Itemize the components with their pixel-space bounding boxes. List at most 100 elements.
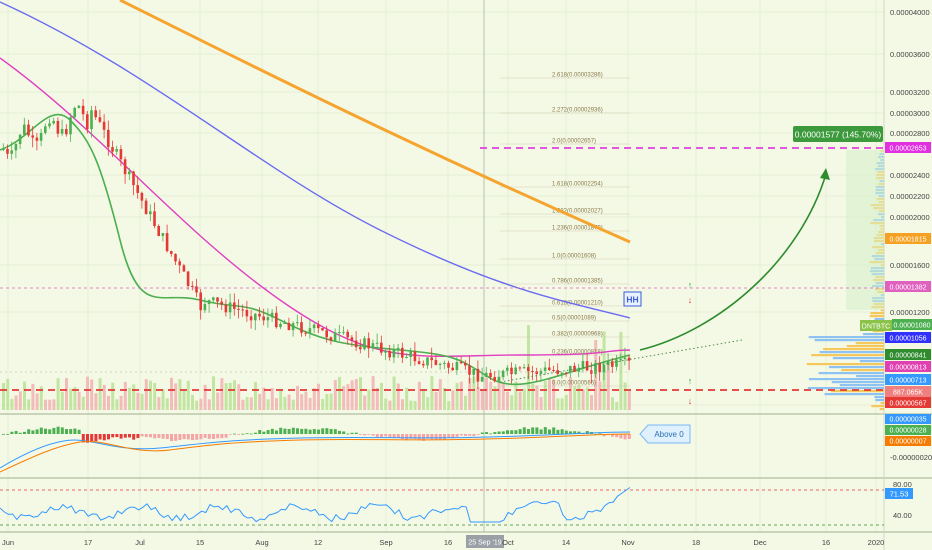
volume-bar — [413, 400, 417, 410]
price-tag-text-2: 0.00001382 — [890, 285, 927, 292]
macd-line — [0, 431, 631, 469]
macd-bar — [111, 434, 115, 438]
profile-bar — [880, 309, 884, 312]
profile-bar — [855, 342, 884, 345]
profile-bar — [831, 381, 884, 384]
target-badge — [793, 126, 883, 142]
macd-bar — [52, 427, 56, 434]
macd-bar — [367, 434, 371, 435]
volume-bar — [23, 381, 26, 410]
volume-bar — [228, 382, 232, 410]
candle-body — [501, 370, 505, 378]
candle-body — [577, 368, 580, 372]
profile-bar — [824, 393, 884, 396]
profile-bar — [879, 408, 884, 411]
volume-bar — [140, 393, 144, 410]
volume-bar — [611, 397, 614, 410]
volume-bar — [161, 389, 165, 410]
volume-bar — [304, 391, 308, 410]
candle-body — [182, 265, 186, 272]
macd-bar — [342, 431, 346, 434]
macd-bar — [585, 431, 589, 434]
candle-body — [102, 121, 106, 130]
macd-bar — [2, 433, 5, 435]
macd-bar — [371, 434, 375, 436]
volume-bar — [107, 395, 110, 410]
candle-body — [123, 159, 127, 175]
volume-bar — [342, 386, 346, 410]
macd-bar — [577, 431, 581, 434]
macd-bar — [266, 430, 270, 434]
price-tick-8: 0.00001600 — [890, 261, 930, 270]
macd-bar — [14, 431, 18, 434]
candle-body — [186, 271, 190, 286]
candle-body — [10, 150, 13, 154]
candle-body — [291, 323, 295, 331]
volume-bar — [380, 382, 383, 410]
price-tag-text-6: 0.00000841 — [890, 353, 927, 360]
volume-bar — [325, 393, 329, 410]
candle-body — [14, 143, 18, 151]
macd-bar — [115, 434, 119, 438]
macd-bar — [136, 434, 140, 439]
volume-bar — [254, 381, 257, 410]
macd-bar — [527, 428, 530, 434]
macd-bar — [161, 434, 165, 439]
volume-bar — [65, 378, 68, 410]
price-tick-0: 0.00004000 — [890, 8, 930, 17]
candle-body — [258, 313, 261, 317]
macd-bar — [325, 428, 329, 434]
volume-bar — [350, 380, 354, 410]
macd-bar — [455, 434, 459, 437]
candle-body — [627, 357, 631, 361]
fib-label-4: 1.382(0.00002027) — [552, 209, 603, 215]
candle-body — [195, 286, 198, 293]
volume-bar — [102, 384, 106, 410]
candle-body — [157, 226, 160, 236]
x-tick-8: 25 Sep '19 — [468, 540, 501, 547]
profile-bar — [839, 384, 884, 387]
volume-bar — [422, 388, 425, 410]
macd-bar — [438, 434, 442, 440]
ma-line-0 — [119, 0, 631, 244]
macd-bar — [241, 433, 245, 435]
volume-bar — [132, 384, 136, 410]
volume-bar — [371, 376, 375, 410]
profile-bar — [806, 363, 884, 366]
macd-bar — [401, 434, 404, 439]
volume-bar — [501, 381, 505, 410]
candle-body — [317, 324, 320, 329]
candle-body — [216, 297, 219, 302]
candle-body — [342, 331, 345, 333]
candle-body — [392, 349, 396, 358]
volume-bar — [128, 387, 131, 410]
volume-bar — [224, 383, 228, 410]
price-tag-1 — [885, 233, 931, 244]
price-tag-3 — [860, 320, 892, 331]
macd-bar — [10, 431, 14, 434]
price-tag-text-3: DNTBTC — [862, 324, 890, 331]
volume-bar — [552, 379, 556, 410]
volume-bar — [144, 379, 148, 410]
candle-body — [128, 171, 131, 175]
macd-bar — [611, 434, 614, 437]
volume-bar — [270, 388, 274, 410]
profile-bar — [870, 312, 884, 315]
macd-bar — [249, 433, 253, 435]
candle-body — [249, 316, 253, 321]
macd-bar — [489, 433, 493, 435]
volume-bar — [388, 400, 392, 410]
candle-body — [367, 338, 370, 349]
volume-bar — [69, 388, 73, 410]
candle-body — [115, 149, 118, 152]
volume-bar — [279, 390, 283, 410]
volume-bar — [119, 395, 123, 410]
macd-bar — [27, 429, 31, 434]
candle-body — [581, 361, 585, 369]
volume-bar — [216, 392, 220, 410]
volume-bar — [493, 386, 497, 410]
volume-bar — [115, 399, 119, 410]
volume-bar — [212, 376, 215, 410]
